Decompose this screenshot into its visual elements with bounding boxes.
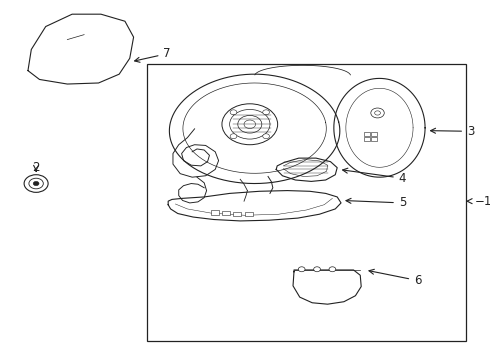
Bar <box>222 211 230 215</box>
Circle shape <box>230 110 237 115</box>
Text: 4: 4 <box>343 168 406 185</box>
Text: −1: −1 <box>474 195 490 208</box>
Circle shape <box>263 134 270 139</box>
Circle shape <box>230 134 237 139</box>
Circle shape <box>314 267 320 272</box>
Bar <box>211 210 219 215</box>
Circle shape <box>298 267 305 272</box>
Circle shape <box>329 267 336 272</box>
Bar <box>245 212 253 216</box>
Circle shape <box>263 110 270 115</box>
Circle shape <box>238 116 262 133</box>
Text: 3: 3 <box>431 125 474 138</box>
Text: 7: 7 <box>135 47 171 62</box>
Bar <box>371 132 377 136</box>
Bar <box>371 137 377 141</box>
Text: 6: 6 <box>369 269 421 287</box>
Circle shape <box>375 111 380 115</box>
Text: 5: 5 <box>346 197 406 210</box>
Circle shape <box>244 120 256 129</box>
Bar <box>364 132 370 136</box>
Bar <box>147 64 466 341</box>
Text: 2: 2 <box>32 161 40 174</box>
Circle shape <box>222 104 278 145</box>
Circle shape <box>33 181 39 186</box>
Bar <box>364 137 370 141</box>
Bar <box>233 212 241 216</box>
Circle shape <box>230 109 270 139</box>
Circle shape <box>24 175 48 192</box>
Circle shape <box>371 108 384 118</box>
Circle shape <box>29 178 43 189</box>
